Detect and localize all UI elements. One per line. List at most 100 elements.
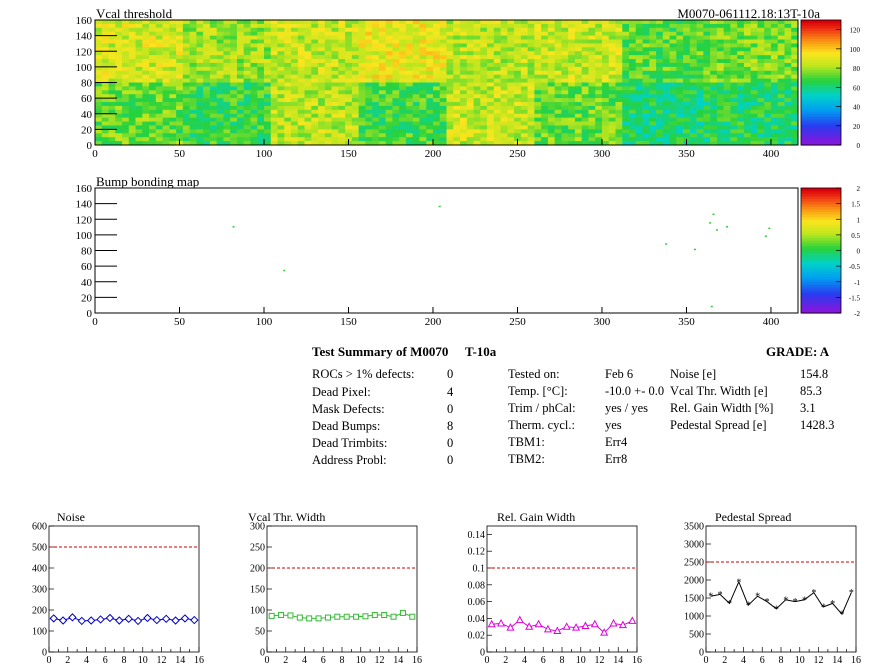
- heatmap-cell: [757, 141, 765, 146]
- heatmap-cell: [304, 117, 312, 122]
- heatmap-cell: [554, 51, 562, 56]
- heatmap-cell: [115, 113, 123, 118]
- heatmap-cell: [196, 47, 204, 52]
- heatmap-cell: [676, 102, 684, 107]
- heatmap-cell: [534, 27, 542, 33]
- heatmap-cell: [649, 133, 657, 138]
- heatmap-cell: [182, 102, 190, 107]
- heatmap-cell: [331, 51, 339, 56]
- heatmap-cell: [723, 74, 731, 79]
- heatmap-cell: [209, 105, 217, 111]
- heatmap-cell: [764, 43, 772, 48]
- heatmap-cell: [601, 20, 610, 25]
- data-point: [562, 622, 571, 630]
- heatmap-cell: [473, 20, 481, 25]
- heatmap-cell: [405, 62, 414, 68]
- heatmap-cell: [108, 90, 116, 95]
- data-point: *: [736, 577, 741, 588]
- heatmap-cell: [716, 27, 724, 33]
- heatmap-cell: [155, 117, 163, 122]
- condition-value: -10.0 +- 0.0: [605, 384, 665, 398]
- heatmap-cell: [351, 59, 359, 64]
- heatmap-cell: [770, 98, 779, 103]
- heatmap-cell: [189, 102, 197, 107]
- heatmap-cell: [365, 47, 373, 52]
- palette-swatch: [801, 72, 841, 76]
- heatmap-cell: [176, 20, 184, 25]
- heatmap-cell: [541, 98, 549, 103]
- heatmap-cell: [629, 35, 637, 40]
- defect-label: ROCs > 1% defects:: [312, 367, 415, 381]
- heatmap-cell: [345, 82, 353, 87]
- heatmap-cell: [243, 55, 251, 60]
- heatmap-cell: [493, 109, 501, 115]
- heatmap-cell: [135, 98, 143, 103]
- data-point: [362, 613, 369, 620]
- heatmap-cell: [642, 129, 650, 134]
- heatmap-cell: [115, 105, 123, 111]
- heatmap-cell: [257, 27, 265, 33]
- heatmap-cell: [737, 98, 745, 103]
- heatmap-cell: [635, 43, 643, 48]
- heatmap-cell: [385, 59, 393, 64]
- heatmap-cell: [182, 55, 190, 60]
- heatmap-cell: [547, 94, 555, 99]
- heatmap-cell: [683, 35, 691, 40]
- heatmap-cell: [615, 102, 623, 107]
- heatmap-cell: [520, 117, 528, 122]
- heatmap-cell: [507, 20, 515, 25]
- heatmap-cell: [405, 94, 414, 99]
- heatmap-cell: [365, 129, 373, 134]
- heatmap-cell: [791, 20, 799, 25]
- heatmap-cell: [182, 31, 190, 36]
- heatmap-cell: [676, 90, 684, 95]
- heatmap-cell: [622, 129, 630, 134]
- heatmap-cell: [223, 74, 231, 79]
- heatmap-cell: [622, 55, 630, 60]
- heatmap-cell: [331, 90, 339, 95]
- heatmap-cell: [250, 121, 258, 126]
- heatmap-cell: [318, 82, 326, 87]
- heatmap-cell: [432, 35, 441, 40]
- heatmap-cell: [696, 117, 704, 122]
- heatmap-cell: [703, 137, 711, 142]
- heatmap-cell: [405, 20, 414, 25]
- heatmap-cell: [318, 59, 326, 64]
- heatmap-cell: [324, 74, 332, 79]
- heatmap-cell: [155, 86, 163, 91]
- heatmap-cell: [743, 109, 751, 115]
- heatmap-cell: [561, 39, 569, 44]
- heatmap-cell: [223, 20, 231, 25]
- palette-swatch: [801, 250, 841, 254]
- heatmap-cell: [243, 125, 251, 130]
- heatmap-cell: [412, 102, 420, 107]
- heatmap-cell: [236, 47, 245, 52]
- heatmap-cell: [176, 27, 184, 33]
- heatmap-cell: [662, 23, 670, 29]
- heatmap-cell: [487, 39, 495, 44]
- heatmap-cell: [466, 141, 474, 146]
- heatmap-cell: [128, 66, 136, 72]
- palette-swatch: [801, 35, 841, 39]
- heatmap-cell: [770, 113, 779, 118]
- heatmap-cell: [209, 23, 217, 29]
- palette-tick-label: 120: [850, 27, 861, 35]
- heatmap-cell: [568, 35, 576, 40]
- heatmap-cell: [757, 137, 765, 142]
- heatmap-cell: [162, 35, 170, 40]
- heatmap-cell: [683, 23, 691, 29]
- heatmap-title: Vcal threshold: [96, 6, 173, 21]
- heatmap-cell: [250, 86, 258, 91]
- heatmap-cell: [777, 133, 785, 138]
- heatmap-cell: [169, 94, 177, 99]
- heatmap-cell: [135, 31, 143, 36]
- heatmap-cell: [385, 74, 393, 79]
- heatmap-cell: [331, 35, 339, 40]
- heatmap-cell: [622, 62, 630, 68]
- heatmap-cell: [385, 70, 393, 75]
- heatmap-cell: [453, 133, 461, 138]
- heatmap-cell: [453, 141, 461, 146]
- heatmap-cell: [703, 78, 711, 83]
- y-tick-label: 80: [81, 78, 93, 90]
- heatmap-cell: [419, 121, 427, 126]
